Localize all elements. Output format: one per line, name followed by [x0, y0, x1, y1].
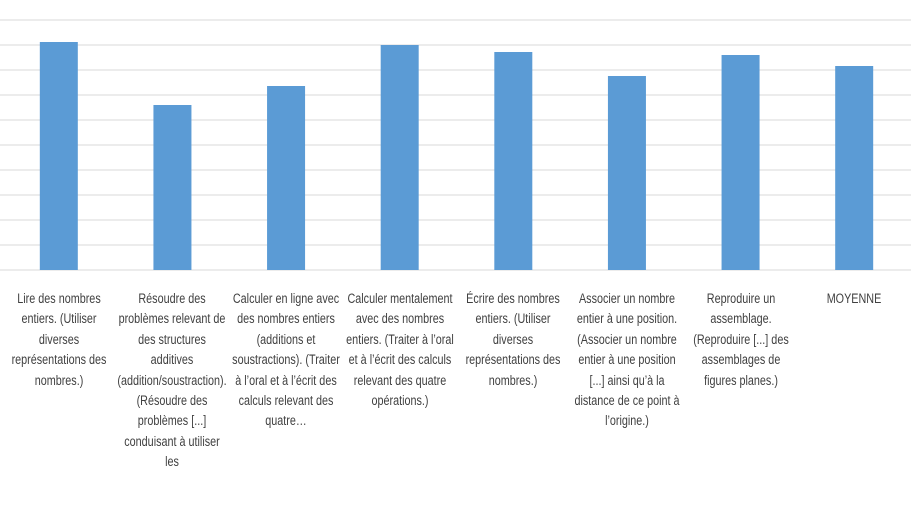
bar [721, 55, 760, 270]
x-tick-label: Associer un nombre entier à une position… [574, 291, 680, 429]
bar [267, 86, 306, 270]
bar [39, 42, 78, 270]
x-tick-label: Calculer mentalement avec des nombres en… [345, 291, 454, 409]
bar [835, 66, 874, 270]
x-tick-label: Lire des nombres entiers. (Utiliser dive… [11, 291, 107, 388]
bar [494, 52, 533, 270]
bar [153, 105, 192, 270]
bar [380, 45, 419, 270]
bar [607, 76, 646, 270]
x-tick-label: Reproduire un assemblage. (Reproduire [.… [692, 291, 789, 388]
x-tick-label: Calculer en ligne avec des nombres entie… [232, 291, 340, 429]
x-tick-label: MOYENNE [826, 291, 882, 306]
x-tick-label: Écrire des nombres entiers. (Utiliser di… [465, 291, 561, 388]
x-tick-label: Résoudre des problèmes relevant de des s… [117, 291, 228, 470]
